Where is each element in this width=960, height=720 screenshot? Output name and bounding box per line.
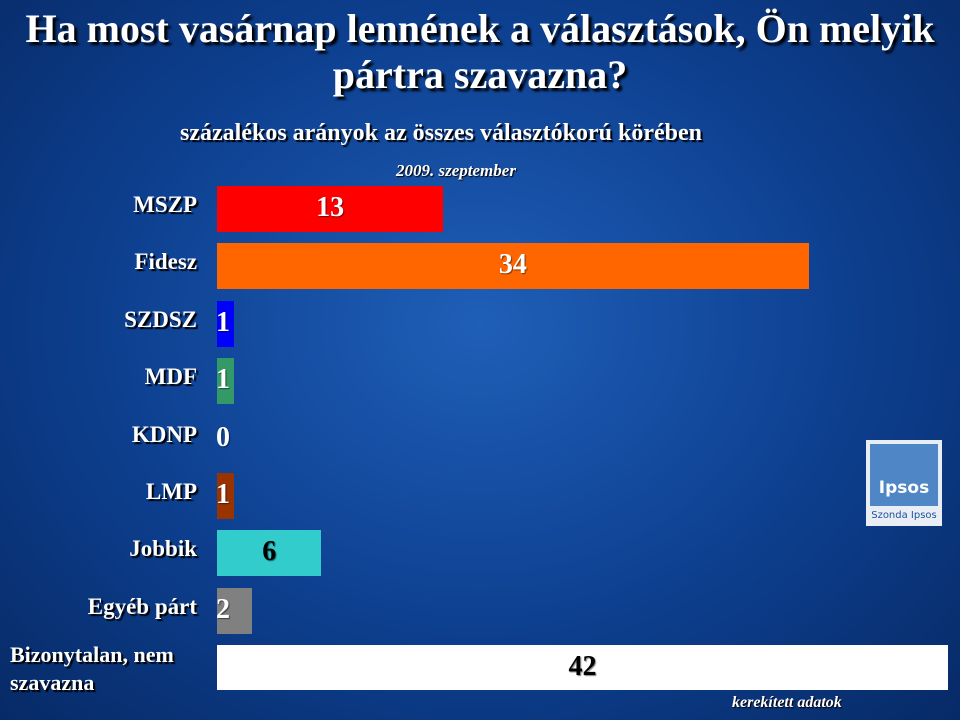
value-label: 1 — [216, 479, 230, 510]
value-label: 1 — [216, 306, 230, 338]
y-tick-label: Bizonytalan, nem szavazna — [10, 642, 174, 696]
chart-title: Ha most vasárnap lennének a választások,… — [25, 6, 935, 97]
bar — [217, 530, 322, 577]
bar — [217, 300, 235, 347]
bar — [217, 358, 235, 405]
value-label: 34 — [498, 249, 527, 281]
bar — [217, 186, 444, 232]
chart-subtitle: százalékos arányok az összes választókor… — [180, 120, 702, 146]
bar — [217, 587, 252, 634]
bar — [217, 645, 948, 691]
y-tick-label: KDNP — [131, 421, 197, 447]
y-tick-label: Egyéb párt — [87, 593, 197, 619]
y-tick-label: SZDSZ — [124, 306, 197, 332]
y-tick-label: Jobbik — [129, 536, 197, 562]
date-label: 2009. szeptember — [396, 161, 516, 180]
value-label: 6 — [262, 536, 277, 568]
logo-mark — [870, 444, 938, 506]
logo-name: Ipsos — [878, 478, 930, 498]
logo: Ipsos Szonda Ipsos — [866, 440, 942, 526]
logo-caption: Szonda Ipsos — [871, 510, 937, 521]
value-label: 13 — [316, 192, 345, 223]
value-label: 2 — [216, 593, 230, 625]
bar — [217, 473, 235, 519]
bar — [217, 243, 809, 290]
footnote: kerekített adatok — [732, 694, 842, 711]
value-label: 1 — [216, 364, 230, 396]
value-label: 42 — [568, 651, 597, 683]
value-label: 0 — [216, 421, 230, 453]
y-tick-label: LMP — [145, 479, 197, 504]
y-tick-label: MSZP — [133, 192, 197, 217]
y-tick-label: MDF — [144, 364, 197, 390]
y-tick-label: Fidesz — [134, 249, 197, 275]
